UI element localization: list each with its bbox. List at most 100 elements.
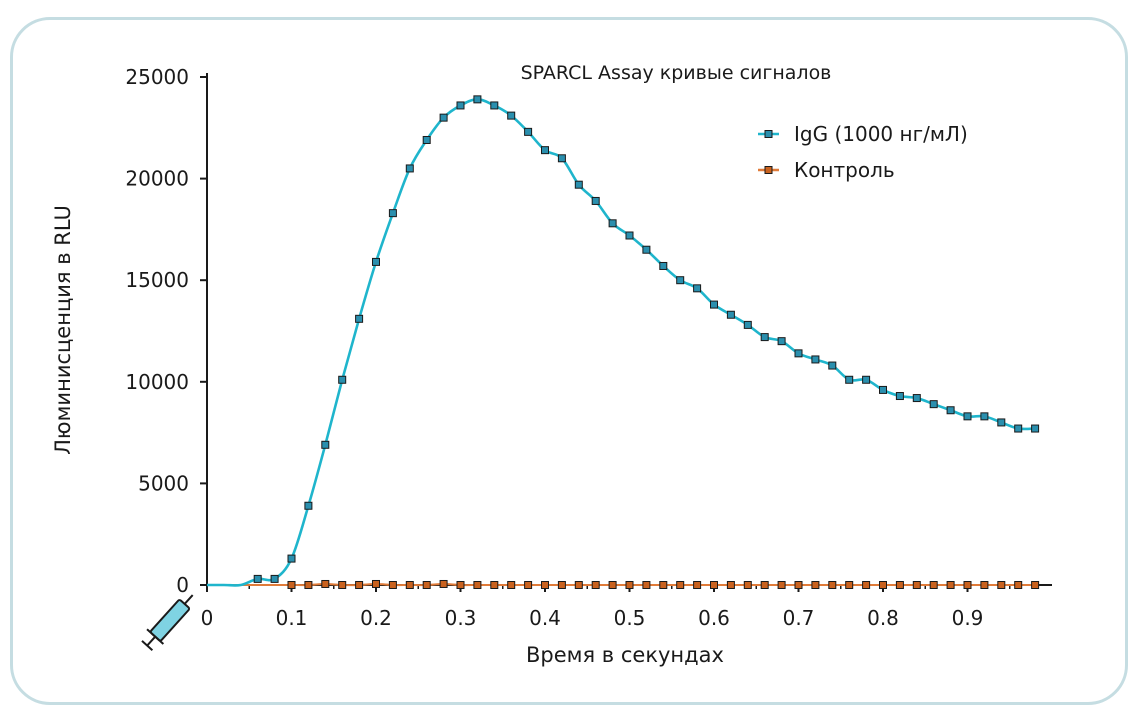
data-point [997, 418, 1006, 427]
data-point [963, 412, 972, 421]
data-point [591, 196, 600, 205]
data-point [1014, 424, 1023, 433]
data-point [439, 579, 448, 588]
legend-label: IgG (1000 нг/мЛ) [794, 122, 968, 146]
legend-label: Контроль [794, 158, 895, 182]
data-point [642, 581, 651, 589]
data-point [963, 581, 972, 589]
data-point [811, 581, 820, 589]
data-point [422, 581, 431, 589]
data-point [726, 581, 735, 589]
data-point [591, 581, 600, 589]
data-point [287, 554, 296, 563]
data-point [355, 314, 364, 323]
data-point [355, 581, 364, 589]
data-point [895, 392, 904, 401]
data-point [439, 113, 448, 122]
data-point [405, 164, 414, 173]
data-point [1014, 581, 1023, 589]
data-point [524, 127, 533, 136]
x-tick-label: 0.1 [276, 606, 308, 630]
x-tick-label: 0 [201, 606, 214, 630]
data-point [980, 581, 989, 589]
y-axis-label: Люминисценция в RLU [51, 205, 75, 455]
x-tick-label: 0.4 [529, 606, 561, 630]
y-tick-label: 5000 [138, 471, 189, 495]
data-point [777, 337, 786, 346]
y-tick-label: 10000 [125, 370, 189, 394]
data-point [405, 581, 414, 589]
data-point [862, 375, 871, 384]
data-point [388, 209, 397, 218]
data-point [507, 581, 516, 589]
legend-item-0: IgG (1000 нг/мЛ) [758, 122, 968, 146]
data-point [1031, 424, 1040, 433]
data-point [693, 284, 702, 293]
series-layer [207, 95, 1040, 589]
chart-title: SPARCL Assay кривые сигналов [521, 62, 832, 84]
data-point [828, 581, 837, 589]
x-tick-label: 0.8 [867, 606, 899, 630]
data-point [659, 261, 668, 270]
data-point [895, 581, 904, 589]
x-tick-label: 0.9 [952, 606, 984, 630]
data-point [676, 276, 685, 285]
data-point [541, 581, 549, 589]
data-point [338, 375, 347, 384]
x-tick-label: 0.7 [783, 606, 815, 630]
chart-frame [10, 17, 1128, 705]
data-point [997, 581, 1006, 589]
legend-marker [764, 130, 773, 138]
data-point [372, 257, 380, 266]
data-point [456, 101, 465, 110]
data-point [710, 300, 718, 309]
syringe-icon [141, 594, 194, 651]
data-point [794, 581, 803, 589]
data-point [287, 581, 296, 589]
y-tick-label: 15000 [125, 268, 189, 292]
data-point [693, 581, 702, 589]
data-point [946, 581, 955, 589]
data-point [625, 231, 634, 240]
data-point [338, 581, 347, 589]
data-point [270, 574, 279, 583]
data-point [524, 581, 533, 589]
data-point [608, 219, 617, 228]
data-point [422, 135, 431, 144]
data-point [304, 501, 313, 510]
data-point [507, 111, 516, 120]
data-point [557, 154, 566, 163]
data-point [473, 95, 482, 104]
data-point [388, 581, 397, 589]
data-point [811, 355, 820, 364]
x-tick-label: 0.6 [698, 606, 730, 630]
data-point [321, 579, 330, 588]
data-point [642, 245, 651, 254]
data-point [929, 581, 938, 589]
data-point [743, 320, 752, 329]
data-point [372, 579, 380, 588]
data-point [879, 385, 887, 394]
y-tick-label: 25000 [125, 65, 189, 89]
y-tick-label: 0 [176, 573, 189, 597]
data-point [879, 581, 887, 589]
legend-marker [764, 166, 773, 174]
data-point [845, 581, 854, 589]
series-1 [207, 579, 1040, 589]
data-point [304, 581, 313, 589]
data-point [659, 581, 668, 589]
data-point [456, 581, 465, 589]
data-point [557, 581, 566, 589]
x-tick-label: 0.3 [445, 606, 477, 630]
data-point [912, 581, 921, 589]
axes: 0 5000 10000 15000 20000 25000 0 0.1 0.2 0.3 0.4 0.… [125, 65, 1052, 630]
data-point [777, 581, 786, 589]
data-point [828, 361, 837, 370]
series-line [207, 582, 1036, 587]
data-point [912, 394, 921, 403]
data-point [608, 581, 617, 589]
data-point [726, 310, 735, 319]
legend-item-1: Контроль [758, 158, 895, 182]
data-point [541, 146, 549, 155]
data-point [929, 400, 938, 409]
